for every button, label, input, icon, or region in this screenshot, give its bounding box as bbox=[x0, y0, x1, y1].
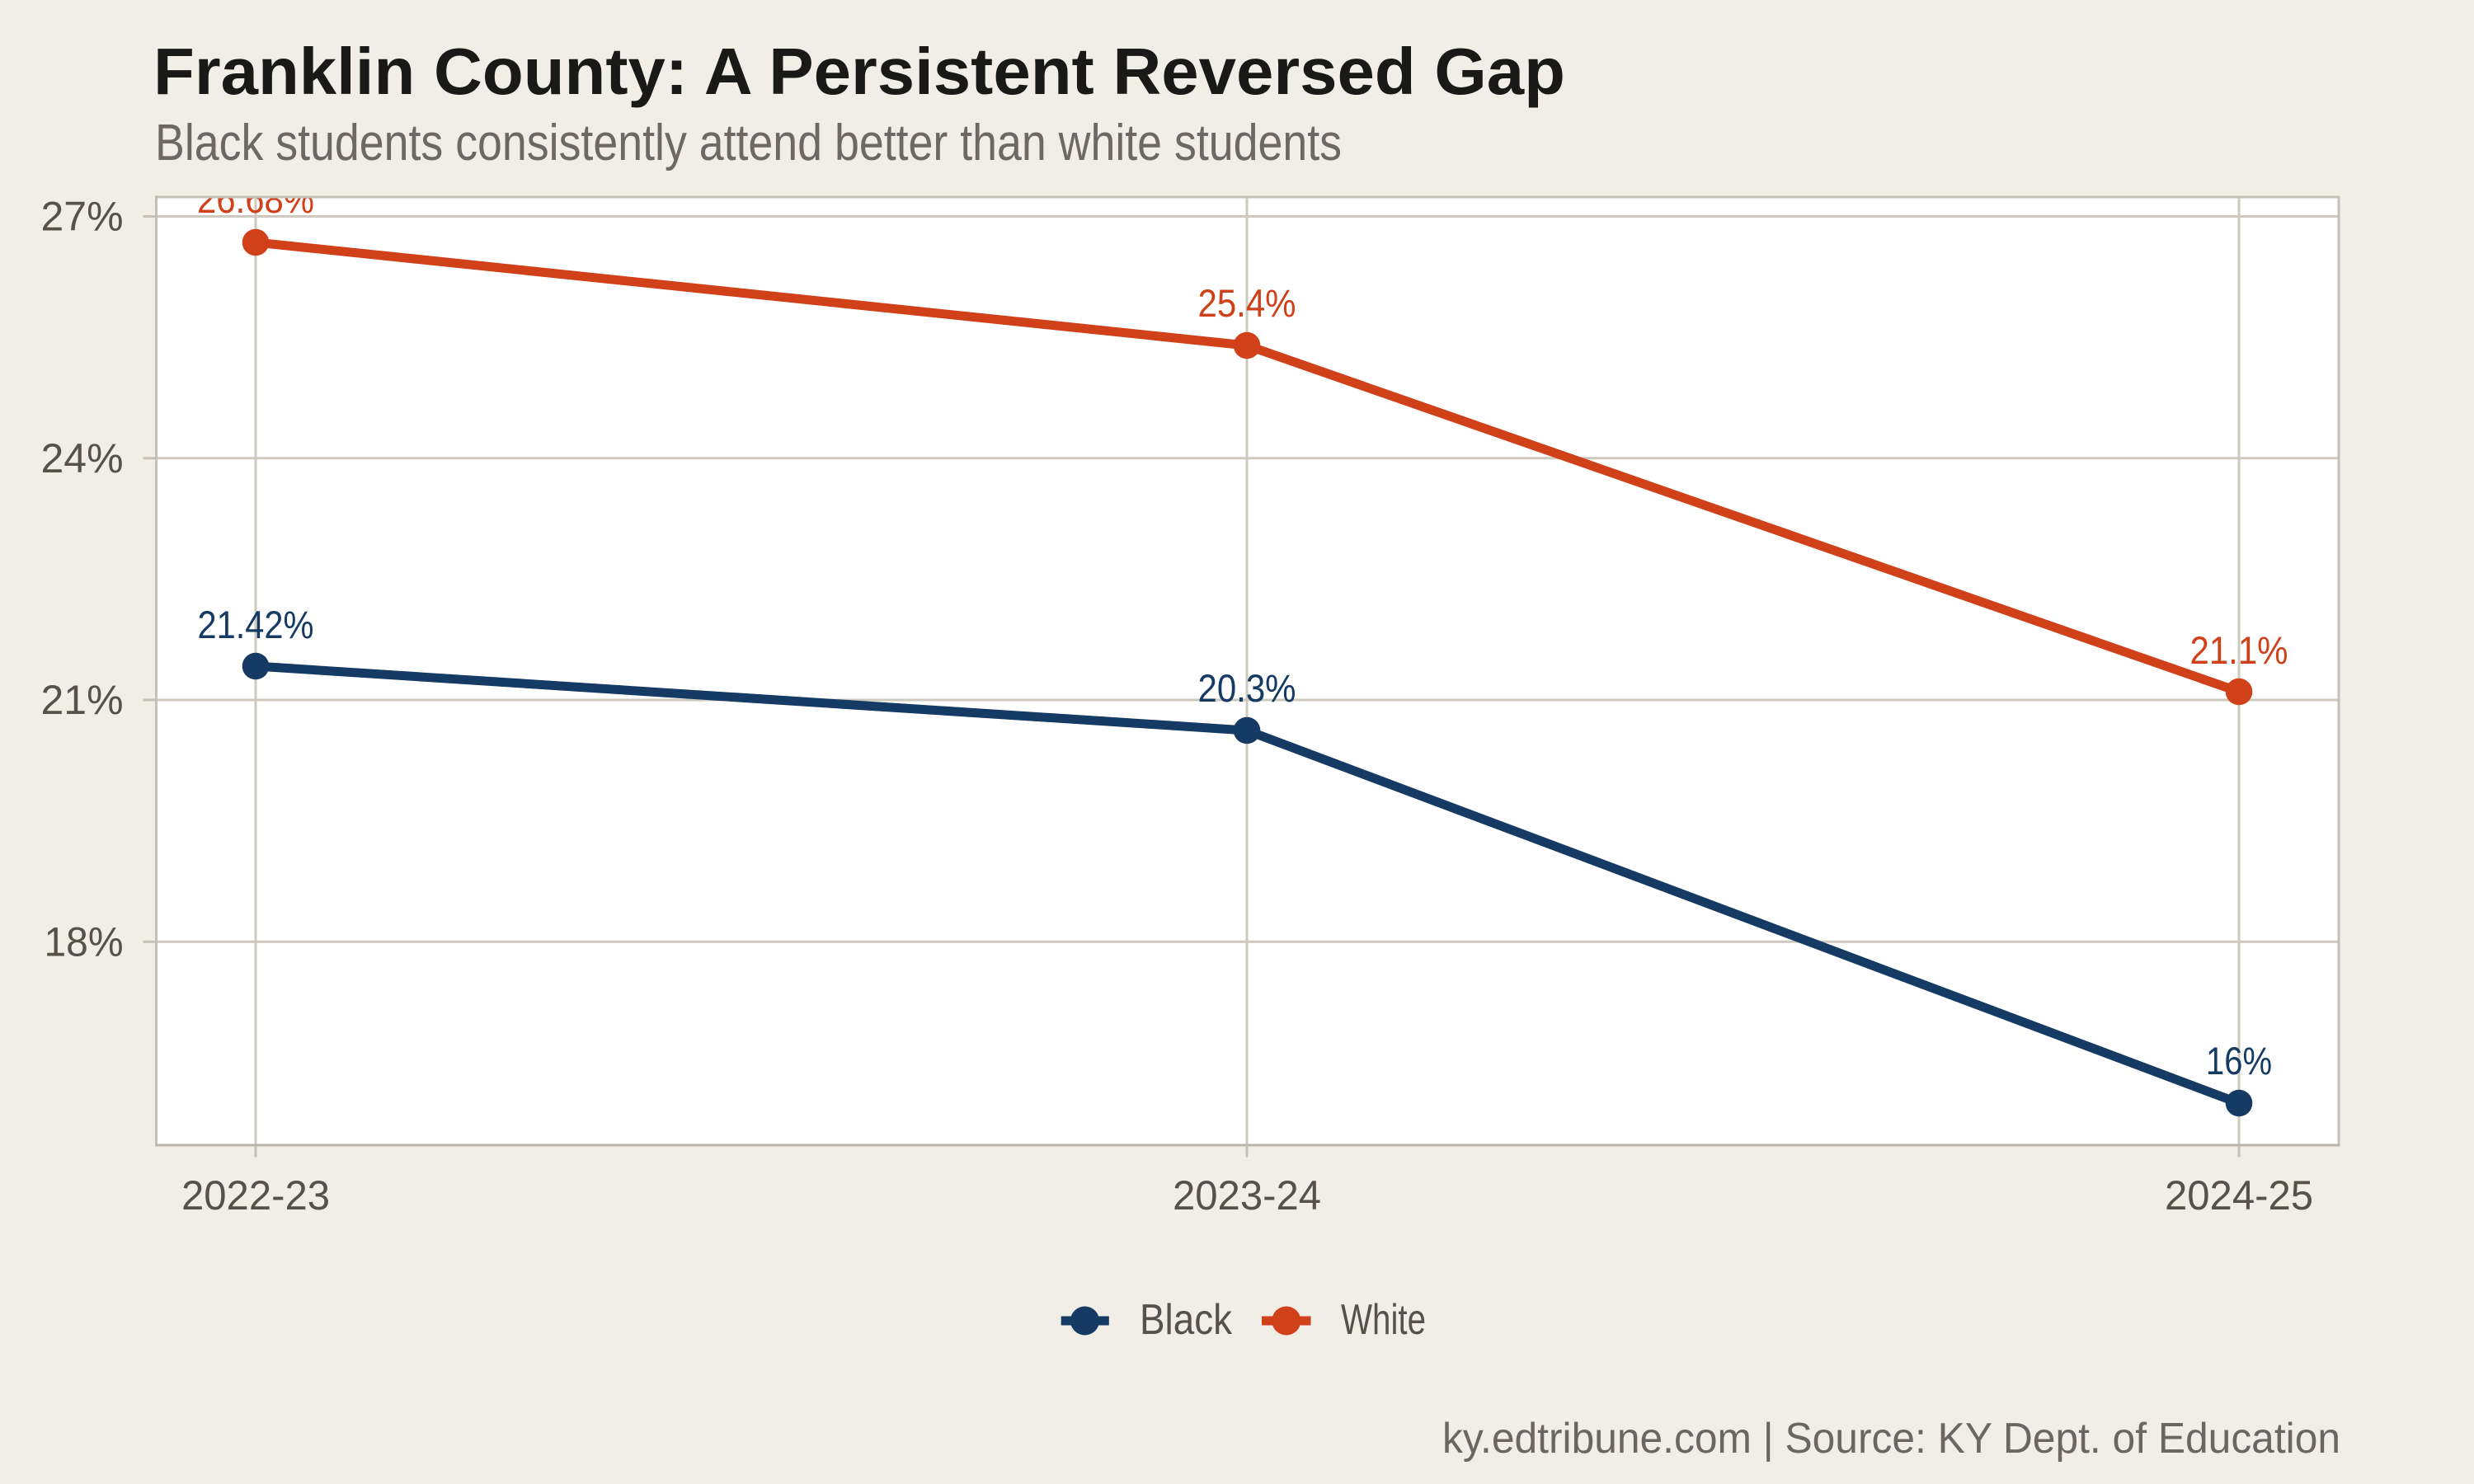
svg-text:21.1%: 21.1% bbox=[2190, 628, 2288, 672]
svg-text:24%: 24% bbox=[41, 435, 124, 481]
svg-text:25.4%: 25.4% bbox=[1198, 281, 1296, 325]
svg-text:26.68%: 26.68% bbox=[197, 177, 314, 221]
svg-text:Franklin County: A Persistent: Franklin County: A Persistent Reversed G… bbox=[153, 35, 1565, 108]
svg-text:Black: Black bbox=[1140, 1296, 1233, 1344]
svg-text:20.3%: 20.3% bbox=[1198, 666, 1296, 710]
svg-text:27%: 27% bbox=[41, 194, 124, 240]
svg-text:18%: 18% bbox=[45, 918, 124, 965]
svg-text:2022-23: 2022-23 bbox=[181, 1172, 330, 1219]
svg-text:2023-24: 2023-24 bbox=[1173, 1172, 1321, 1219]
svg-text:21%: 21% bbox=[41, 677, 124, 723]
svg-text:ky.edtribune.com | Source: KY: ky.edtribune.com | Source: KY Dept. of E… bbox=[1442, 1415, 2340, 1463]
svg-text:21.42%: 21.42% bbox=[198, 603, 314, 646]
svg-text:16%: 16% bbox=[2206, 1039, 2272, 1082]
svg-text:White: White bbox=[1341, 1296, 1426, 1344]
svg-text:Black students consistently at: Black students consistently attend bette… bbox=[155, 115, 1342, 171]
svg-text:2024-25: 2024-25 bbox=[2165, 1172, 2313, 1219]
